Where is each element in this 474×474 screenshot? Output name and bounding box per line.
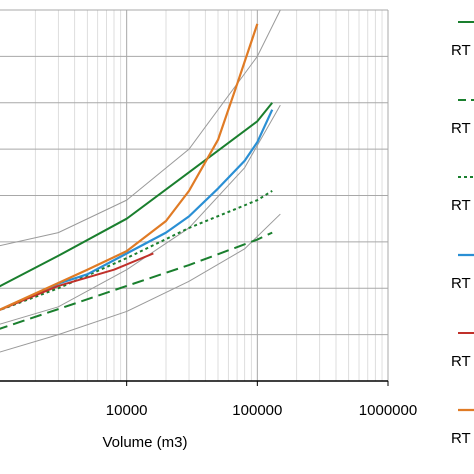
x-tick-label: 1000000	[359, 402, 417, 419]
series-line-4	[0, 109, 274, 311]
grid	[0, 9, 389, 381]
series-line-5	[0, 252, 154, 311]
legend-label-6: RT	[451, 430, 471, 447]
bound-line	[0, 9, 281, 247]
series-line-6	[0, 23, 259, 311]
series-lines	[0, 23, 274, 330]
legend-label-2: RT	[451, 120, 471, 137]
legend-label-5: RT	[451, 353, 471, 370]
axes: 10000 100000 1000000	[0, 380, 417, 419]
confidence-bounds	[0, 9, 281, 353]
series-line-3	[0, 190, 273, 312]
x-axis-title: Volume (m3)	[102, 434, 187, 451]
x-tick-label: 10000	[106, 402, 148, 419]
bound-line	[0, 104, 281, 325]
legend-label-3: RT	[451, 197, 471, 214]
legend-label-4: RT	[451, 275, 471, 292]
legend: RT RT RT RT RT RT	[451, 21, 474, 447]
series-line-1	[0, 102, 274, 288]
bound-line	[0, 213, 281, 353]
series-line-2	[0, 231, 273, 330]
x-tick-label: 100000	[232, 402, 282, 419]
legend-label-1: RT	[451, 42, 471, 59]
